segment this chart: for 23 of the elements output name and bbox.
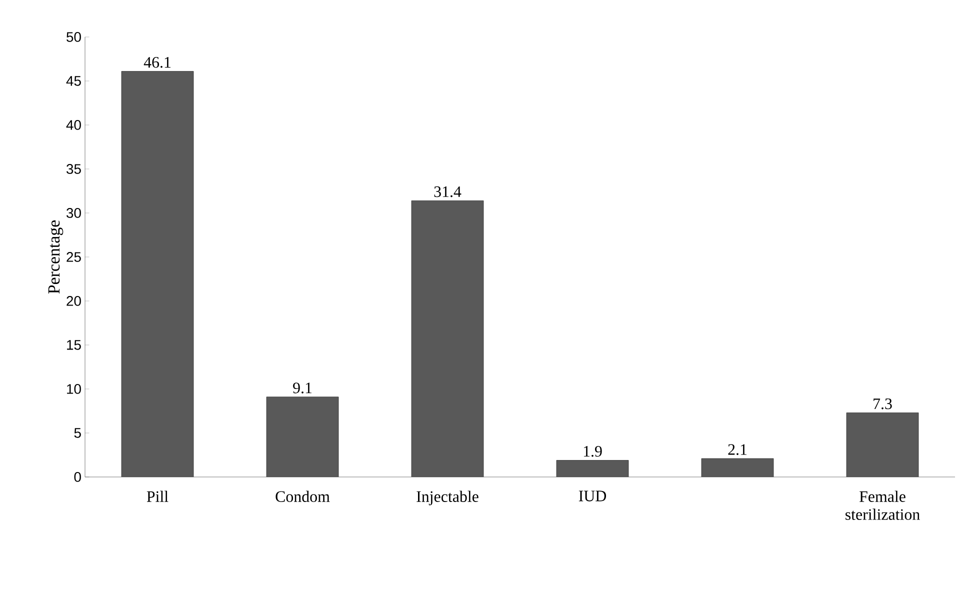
- data-label: 2.1: [728, 444, 747, 455]
- data-label: 9.1: [293, 382, 312, 394]
- y-tick-label: 0: [74, 472, 81, 482]
- y-tick-label: 5: [74, 428, 81, 438]
- y-axis-title: Percentage: [48, 220, 64, 294]
- y-tick-label: 15: [67, 340, 81, 350]
- data-label: 31.4: [434, 186, 462, 198]
- y-tick-label: 35: [66, 164, 81, 174]
- y-tick-label: 20: [66, 296, 81, 306]
- data-label: 46.1: [144, 57, 171, 68]
- x-tick-label: Condom: [276, 490, 330, 502]
- data-label: 1.9: [584, 446, 602, 457]
- x-tick-label: Injectable: [416, 490, 478, 506]
- x-tick-label: Pill: [146, 490, 168, 502]
- x-tick-label: IUD: [578, 490, 606, 502]
- y-tick-label: 40: [66, 120, 81, 130]
- data-label: 7.3: [874, 398, 892, 410]
- x-tick-label: Female sterilization: [846, 490, 920, 520]
- y-tick-label: 30: [66, 208, 81, 218]
- y-tick-label: 10: [67, 384, 81, 394]
- y-tick-label: 45: [66, 76, 81, 86]
- y-tick-label: 25: [66, 252, 81, 262]
- y-tick-label: 50: [66, 32, 81, 42]
